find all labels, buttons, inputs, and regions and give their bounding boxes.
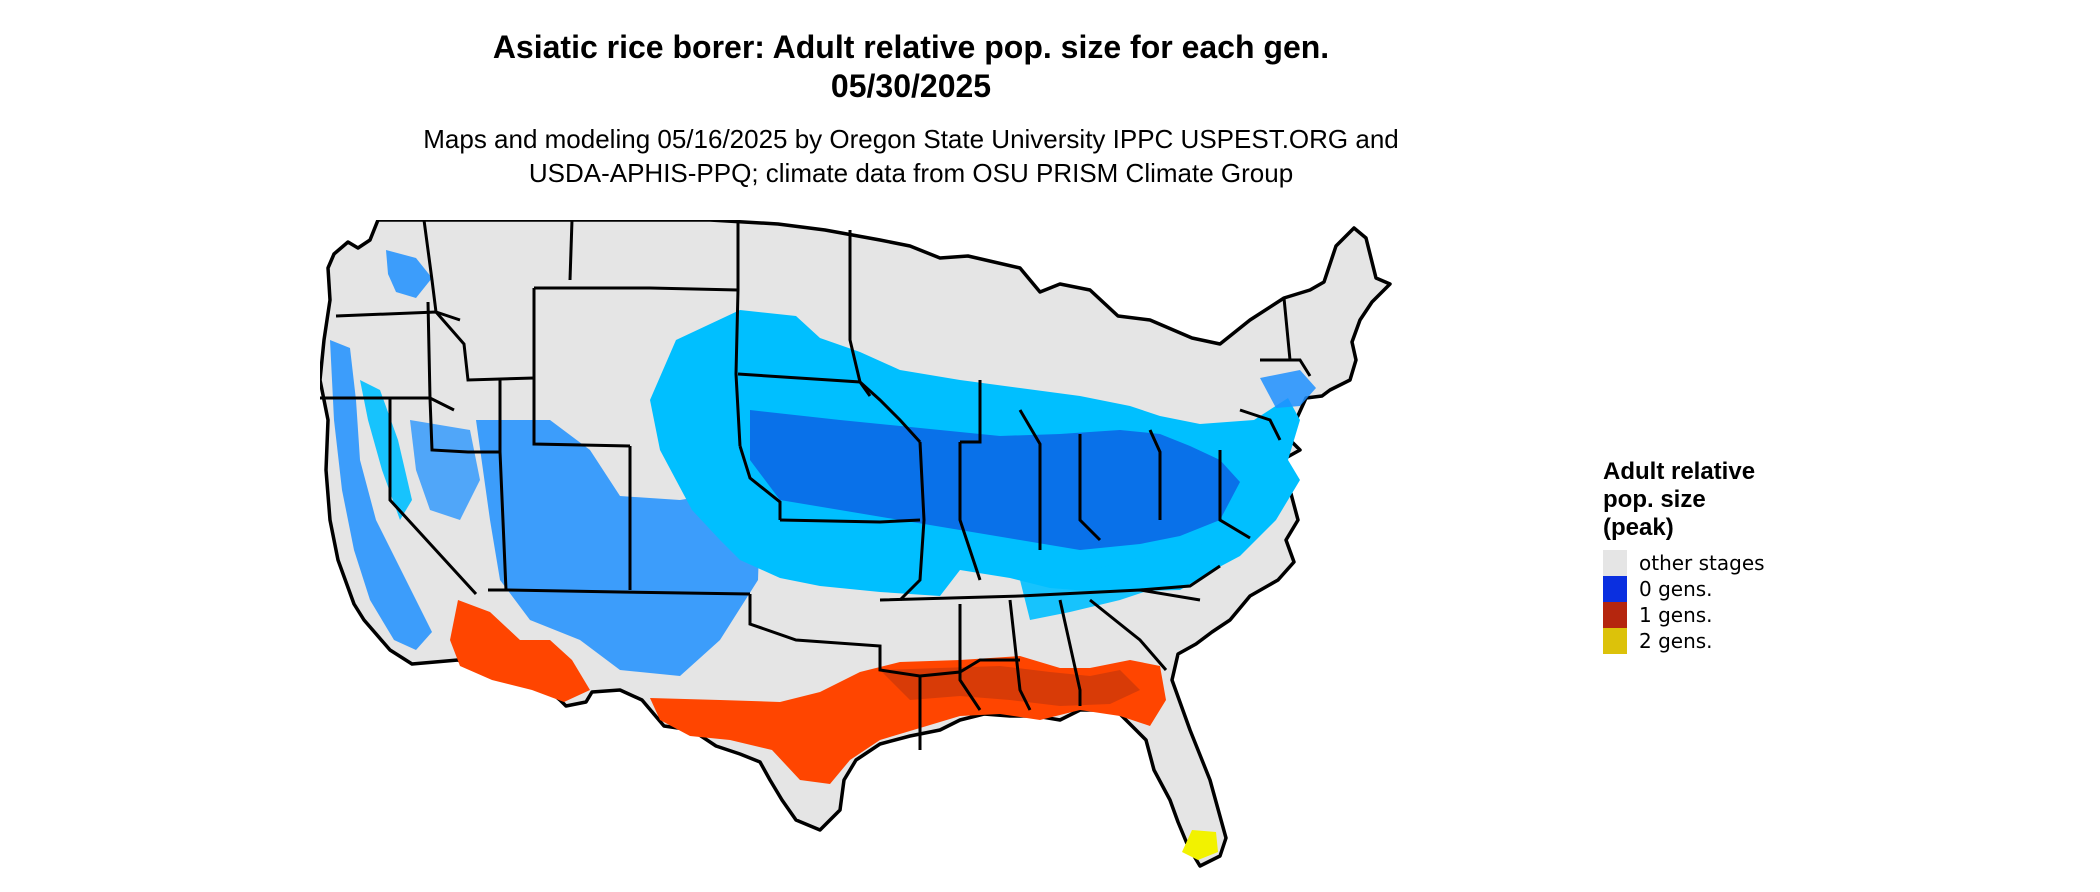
map-title: Asiatic rice borer: Adult relative pop. … [492, 29, 1330, 65]
legend-label: 2 gens. [1639, 629, 1713, 653]
legend-title: Adult relative pop. size (peak) [1603, 458, 1765, 542]
gen0-great-basin [410, 420, 480, 520]
legend-swatch [1603, 628, 1627, 654]
legend-title-line-3: (peak) [1603, 514, 1674, 541]
legend-swatch [1603, 550, 1627, 576]
legend-title-line-2: pop. size [1603, 486, 1706, 513]
legend-label: other stages [1639, 551, 1765, 575]
credit-line-2: USDA-APHIS-PPQ; climate data from OSU PR… [528, 158, 1294, 188]
gen0-corn-belt [750, 410, 1240, 550]
legend-item-2-gens: 2 gens. [1603, 628, 1765, 654]
legend-item-1-gens: 1 gens. [1603, 602, 1765, 628]
gen0-appalachia [1020, 530, 1210, 620]
state-borders [320, 220, 1312, 750]
legend-swatch [1603, 576, 1627, 602]
credit-line-1: Maps and modeling 05/16/2025 by Oregon S… [423, 124, 1399, 154]
gen0-pacific-coast [330, 340, 432, 650]
legend-item-other-stages: other stages [1603, 550, 1765, 576]
gen0-central-valley [360, 380, 412, 520]
gen0-new-england [1260, 370, 1316, 408]
gen0-rockies [476, 420, 760, 676]
legend-title-line-1: Adult relative [1603, 458, 1756, 485]
legend-label: 0 gens. [1639, 577, 1713, 601]
gen1-gulf-dark [880, 666, 1140, 706]
legend-item-0-gens: 0 gens. [1603, 576, 1765, 602]
gen2-south-florida [1182, 830, 1218, 860]
legend-label: 1 gens. [1639, 603, 1713, 627]
map-date: 05/30/2025 [830, 68, 992, 104]
us-map [320, 220, 1392, 868]
legend-swatch [1603, 602, 1627, 628]
gen0-pacific-nw [386, 250, 432, 298]
gen1-southwest [450, 600, 590, 702]
legend: Adult relative pop. size (peak) other st… [1603, 458, 1765, 654]
